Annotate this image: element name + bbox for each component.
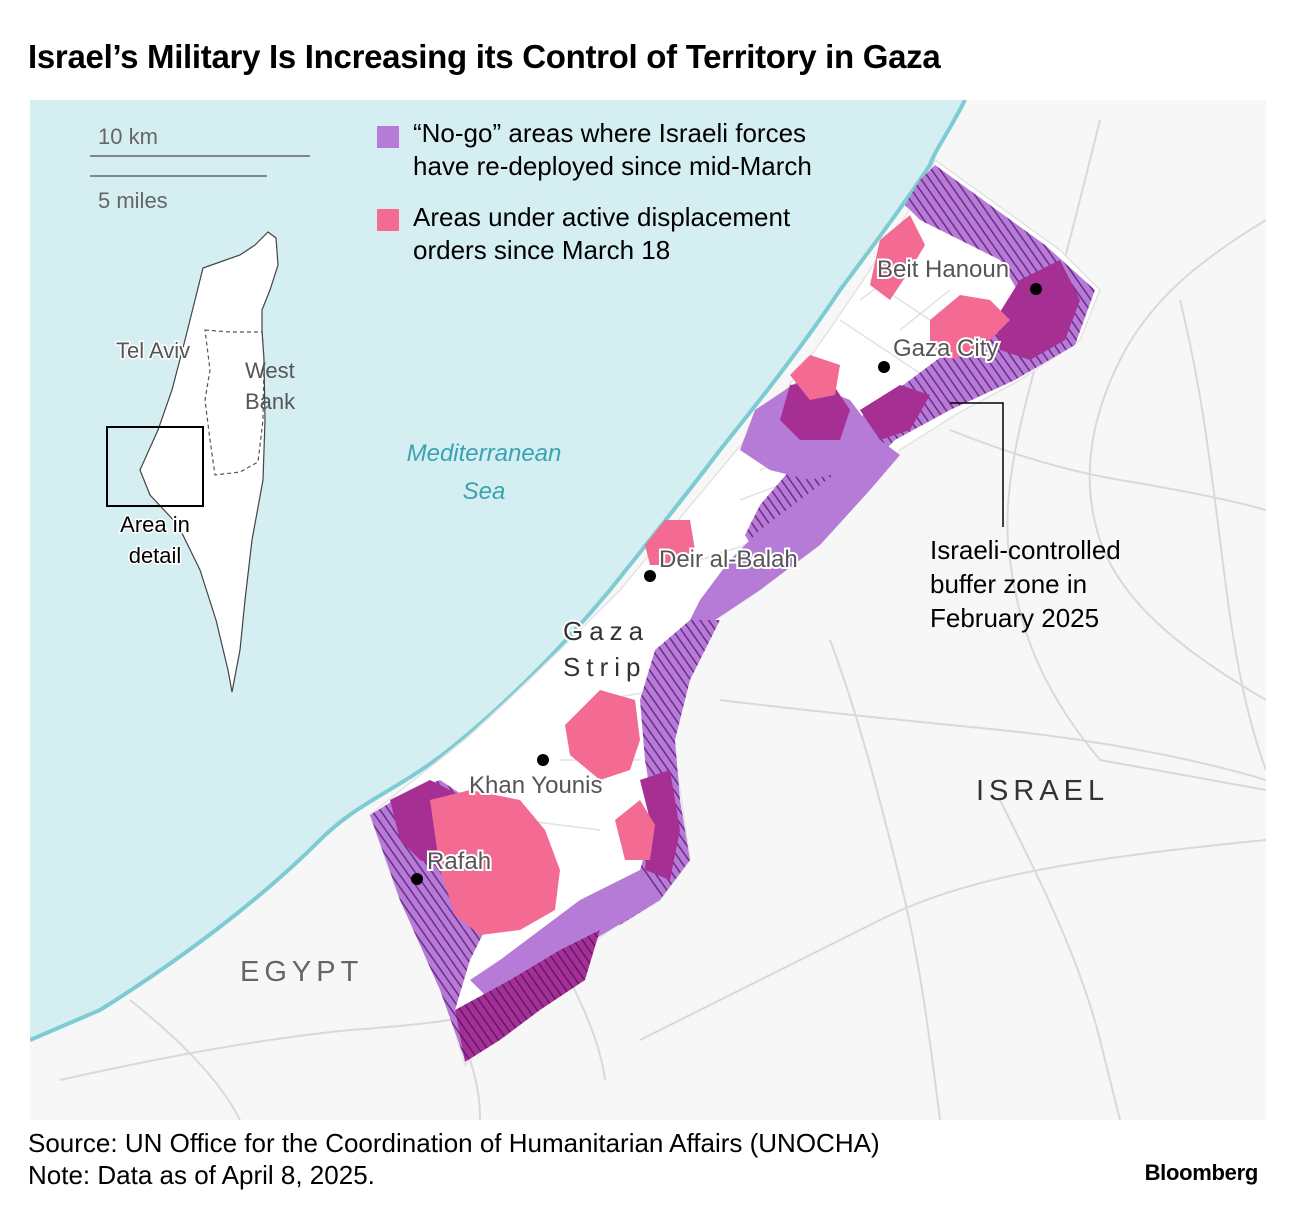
legend-displacement-line2: orders since March 18 [413, 235, 670, 265]
inset-map: Tel Aviv West Bank Area in detail [106, 231, 296, 693]
israel-label: ISRAEL [976, 775, 1109, 807]
rafah-label: Rafah [427, 848, 491, 875]
beit-hanoun-dot [1030, 283, 1042, 295]
khan-younis-dot [537, 754, 549, 766]
gaza-city-dot [878, 361, 890, 373]
scale-km-label: 10 km [98, 124, 158, 149]
deir-al-balah-label: Deir al-Balah [659, 546, 798, 573]
displacement-areas [430, 215, 1010, 935]
legend-nogo-line2: have re-deployed since mid-March [413, 151, 812, 181]
buffer-label-2: buffer zone in [930, 569, 1087, 599]
inset-area-box [106, 426, 204, 507]
egypt-label: EGYPT [240, 956, 363, 988]
inset-area-1: Area in [120, 512, 190, 537]
inset-israel-outline [139, 231, 279, 693]
roads [59, 119, 1266, 1120]
inset-area-2: detail [129, 543, 182, 568]
nogo-areas [370, 165, 1095, 1062]
inset-west-bank-border [204, 329, 265, 476]
note-text: Note: Data as of April 8, 2025. [28, 1160, 375, 1190]
gaza-strip-label-1: Gaza [563, 616, 649, 646]
sea-label-2: Sea [463, 478, 506, 505]
inset-west-bank-1: West [245, 358, 295, 383]
scale-bar: 10 km 5 miles [90, 124, 310, 213]
footer: Source: UN Office for the Coordination o… [28, 1127, 880, 1191]
deir-al-balah-dot [644, 570, 656, 582]
legend-displacement-swatch [377, 209, 399, 231]
legend-nogo-line1: “No-go” areas where Israeli forces [413, 118, 806, 148]
buffer-callout-line [950, 402, 1004, 527]
gaza-city-label: Gaza City [893, 335, 998, 362]
rafah-dot [411, 873, 423, 885]
khan-younis-label: Khan Younis [469, 772, 602, 799]
inset-tel-aviv: Tel Aviv [116, 338, 190, 363]
beit-hanoun-label: Beit Hanoun [877, 256, 1009, 283]
city-markers [411, 283, 1042, 885]
scale-miles-label: 5 miles [98, 188, 168, 213]
source-text: Source: UN Office for the Coordination o… [28, 1128, 880, 1158]
inset-west-bank-2: Bank [245, 389, 296, 414]
buffer-label-3: February 2025 [930, 603, 1099, 633]
bloomberg-logo: Bloomberg [1144, 1160, 1259, 1185]
coastline [30, 100, 967, 1042]
gaza-strip-label-2: Strip [563, 652, 646, 682]
page-title: Israel’s Military Is Increasing its Cont… [28, 38, 941, 75]
sea [30, 100, 965, 1040]
legend-nogo-swatch [377, 126, 399, 148]
map: Beit Hanoun Gaza City Deir al-Balah Khan… [30, 100, 1266, 1120]
sea-label-1: Mediterranean [407, 440, 562, 467]
legend-displacement-line1: Areas under active displacement [413, 202, 791, 232]
legend: “No-go” areas where Israeli forces have … [377, 118, 812, 265]
buffer-label-1: Israeli-controlled [930, 535, 1121, 565]
